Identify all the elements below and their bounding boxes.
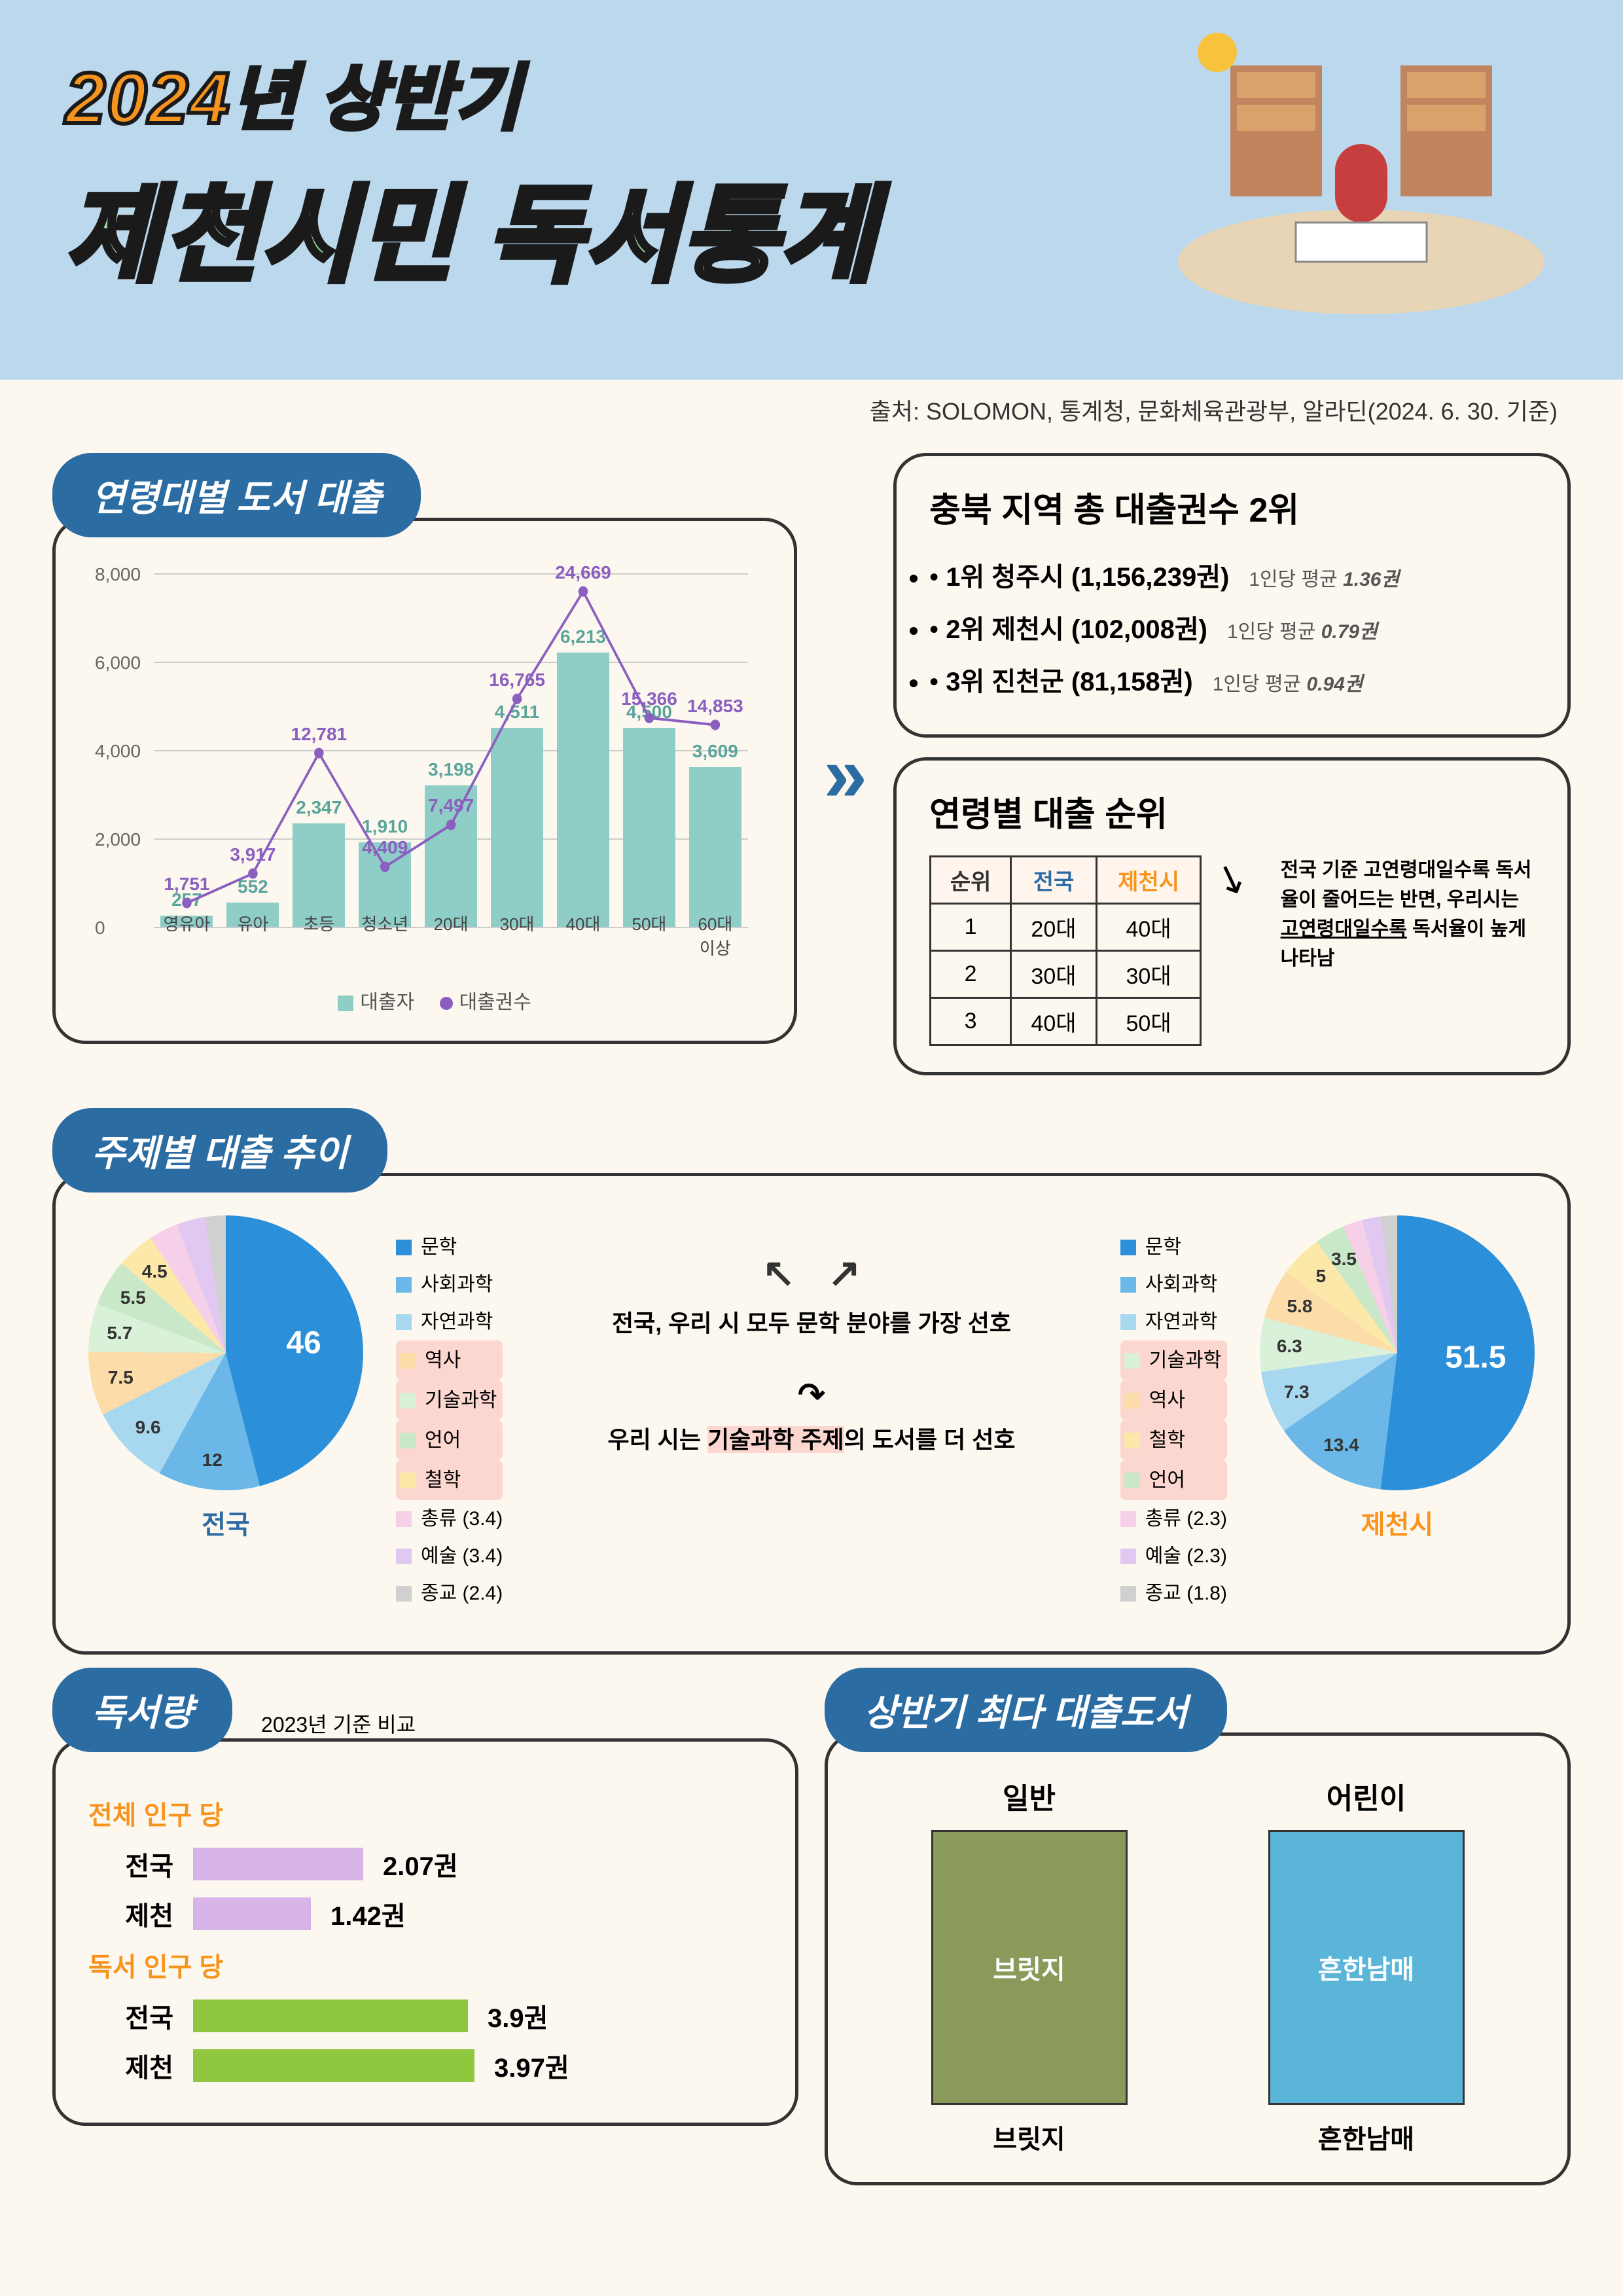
top-book: 일반브릿지브릿지	[905, 1775, 1154, 2156]
book-cover: 브릿지	[931, 1830, 1128, 2105]
pie-legend-right: 문학사회과학자연과학기술과학역사철학언어총류 (2.3)예술 (2.3)종교 (…	[1107, 1215, 1240, 1625]
header: 2024년 상반기 제천시민 독서통계	[0, 0, 1623, 380]
age-rank-card: 연령별 대출 순위 순위전국제천시120대40대230대30대340대50대 ↘…	[893, 757, 1571, 1075]
region-row: • 2위 제천시 (102,008권)1인당 평균 0.79권	[929, 603, 1535, 656]
x-label: 40대	[557, 911, 609, 960]
section-pill-top: 상반기 최다 대출도서	[825, 1668, 1227, 1752]
line-value: 16,765	[489, 670, 545, 691]
x-label: 청소년	[359, 911, 411, 960]
arrow-left-icon: ↖ ↗	[542, 1242, 1081, 1304]
legend-item: 언어	[396, 1420, 503, 1460]
chevron-right-icon: »	[823, 729, 867, 819]
volume-row: 제천1.42권	[88, 1895, 762, 1933]
volume-group-title: 전체 인구 당	[88, 1794, 762, 1832]
legend-item: 예술 (2.3)	[1120, 1537, 1227, 1575]
source-text: 출처: SOLOMON, 통계청, 문화체육관광부, 알라딘(2024. 6. …	[0, 380, 1623, 440]
legend-item: 자연과학	[1120, 1303, 1227, 1340]
volume-row: 전국2.07권	[88, 1845, 762, 1883]
age-chart: 02,0004,0006,0008,0002575522,3471,9103,1…	[88, 560, 761, 979]
arrow-curve-icon: ↷	[542, 1369, 1081, 1421]
pie-national: 46129.67.55.75.54.5 전국	[88, 1215, 363, 1541]
volume-group-title: 독서 인구 당	[88, 1946, 762, 1984]
x-label: 50대	[623, 911, 675, 960]
age-rank-note: 전국 기준 고연령대일수록 독서율이 줄어드는 반면, 우리시는 고연령대일수록…	[1261, 855, 1535, 973]
legend-loans: 대출권수	[459, 992, 531, 1013]
legend-item: 종교 (1.8)	[1120, 1575, 1227, 1612]
line-value: 7,497	[428, 795, 474, 816]
legend-item: 문학	[396, 1229, 503, 1266]
region-row: • 1위 청주시 (1,156,239권)1인당 평균 1.36권	[929, 551, 1535, 603]
legend-item: 역사	[396, 1340, 503, 1380]
age-rank-table: 순위전국제천시120대40대230대30대340대50대	[929, 855, 1202, 1046]
legend-item: 사회과학	[1120, 1266, 1227, 1303]
legend-item: 총류 (3.4)	[396, 1500, 503, 1537]
top-books-card: 일반브릿지브릿지 어린이흔한남매흔한남매	[825, 1732, 1571, 2185]
section-pill-subject: 주제별 대출 추이	[52, 1108, 387, 1193]
x-label: 60대 이상	[689, 911, 741, 960]
legend-item: 철학	[396, 1460, 503, 1500]
book-cover: 흔한남매	[1268, 1830, 1465, 2105]
legend-item: 문학	[1120, 1229, 1227, 1266]
section-pill-volume: 독서량	[52, 1668, 232, 1752]
region-row: • 3위 진천군 (81,158권)1인당 평균 0.94권	[929, 656, 1535, 708]
volume-row: 전국3.9권	[88, 1997, 762, 2035]
line-value: 14,853	[687, 696, 743, 717]
x-label: 영유아	[160, 911, 213, 960]
legend-item: 총류 (2.3)	[1120, 1500, 1227, 1537]
arrow-icon: ↘	[1208, 852, 1255, 906]
pie-left-label: 전국	[88, 1503, 363, 1541]
legend-item: 예술 (3.4)	[396, 1537, 503, 1575]
legend-item: 기술과학	[396, 1380, 503, 1420]
pie-right-label: 제천시	[1260, 1503, 1535, 1541]
legend-item: 언어	[1120, 1460, 1227, 1500]
region-rank-card: 충북 지역 총 대출권수 2위 • 1위 청주시 (1,156,239권)1인당…	[893, 453, 1571, 738]
x-label: 초등	[293, 911, 345, 960]
library-illustration	[1165, 26, 1558, 321]
line-value: 12,781	[291, 724, 347, 745]
line-value: 1,751	[164, 874, 209, 895]
volume-card: 전체 인구 당전국2.07권제천1.42권독서 인구 당전국3.9권제천3.97…	[52, 1738, 798, 2126]
subject-mid-text: ↖ ↗ 전국, 우리 시 모두 문학 분야를 가장 선호 ↷ 우리 시는 기술과…	[535, 1215, 1088, 1484]
pie-legend-left: 문학사회과학자연과학역사기술과학언어철학총류 (3.4)예술 (3.4)종교 (…	[383, 1215, 516, 1625]
section-pill-age: 연령대별 도서 대출	[52, 453, 421, 537]
age-chart-legend: 대출자 대출권수	[88, 979, 761, 1014]
line-value: 24,669	[555, 562, 611, 583]
legend-item: 기술과학	[1120, 1340, 1227, 1380]
legend-item: 종교 (2.4)	[396, 1575, 503, 1612]
legend-item: 철학	[1120, 1420, 1227, 1460]
legend-item: 자연과학	[396, 1303, 503, 1340]
region-list: • 1위 청주시 (1,156,239권)1인당 평균 1.36권• 2위 제천…	[929, 551, 1535, 708]
age-chart-card: 02,0004,0006,0008,0002575522,3471,9103,1…	[52, 518, 797, 1044]
legend-borrowers: 대출자	[360, 992, 414, 1013]
region-title: 충북 지역 총 대출권수 2위	[929, 482, 1535, 531]
x-label: 20대	[425, 911, 477, 960]
legend-item: 역사	[1120, 1380, 1227, 1420]
volume-sub: 2023년 기준 비교	[261, 1713, 416, 1736]
legend-item: 사회과학	[396, 1266, 503, 1303]
line-value: 3,917	[230, 844, 276, 865]
line-value: 4,409	[362, 838, 408, 859]
x-label: 유아	[226, 911, 279, 960]
top-book: 어린이흔한남매흔한남매	[1242, 1775, 1491, 2156]
agerank-title: 연령별 대출 순위	[929, 787, 1535, 836]
pie-local: 51.513.47.36.35.853.5 제천시	[1260, 1215, 1535, 1541]
volume-row: 제천3.97권	[88, 2047, 762, 2085]
x-label: 30대	[491, 911, 543, 960]
subject-card: 46129.67.55.75.54.5 전국 문학사회과학자연과학역사기술과학언…	[52, 1173, 1571, 1655]
line-value: 15,366	[621, 689, 677, 709]
